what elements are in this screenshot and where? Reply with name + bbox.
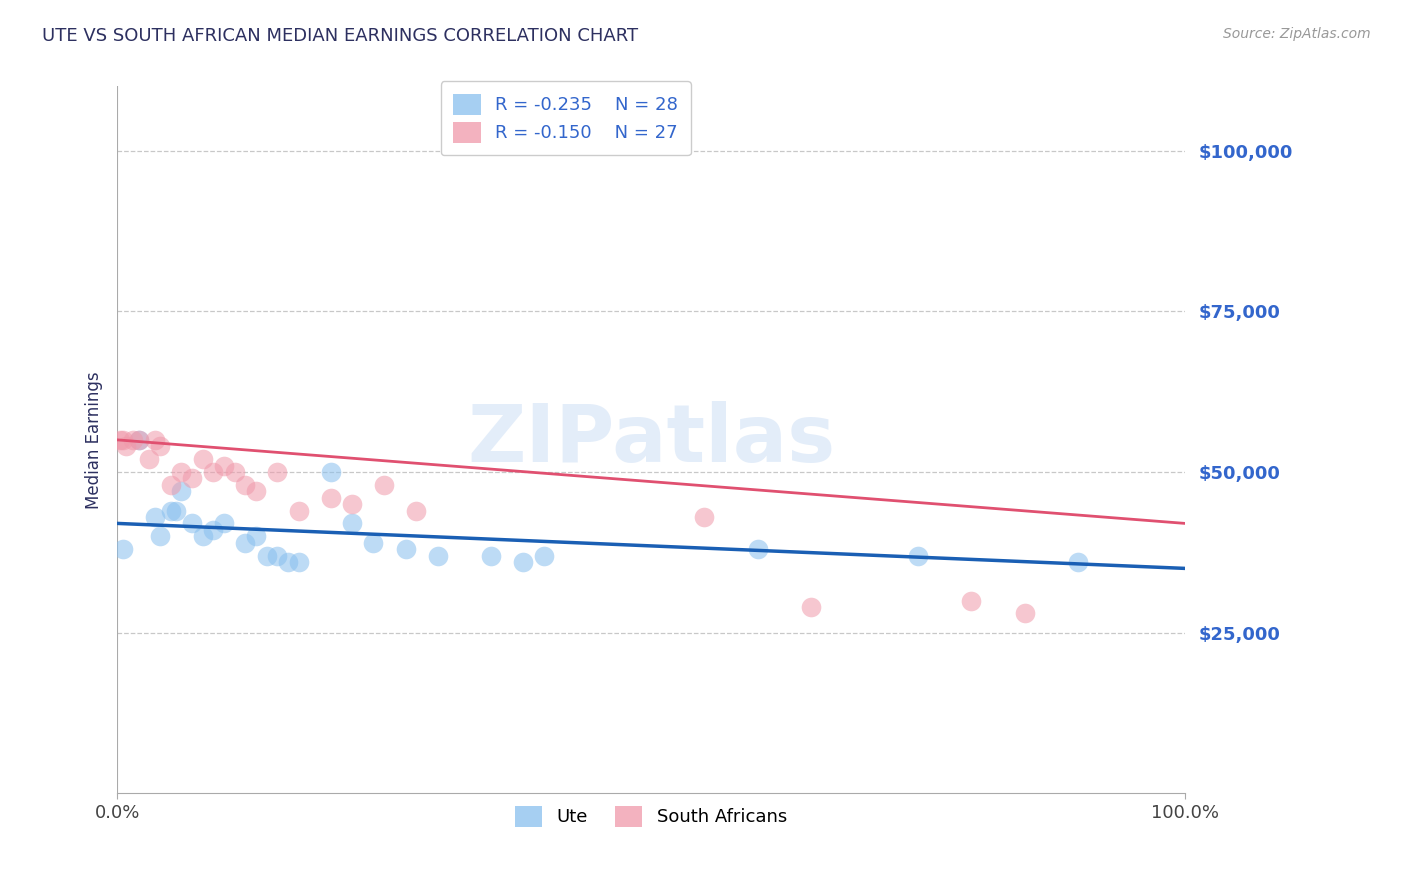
- Point: [143, 510, 166, 524]
- Point: [128, 433, 150, 447]
- Legend: Ute, South Africans: Ute, South Africans: [508, 798, 794, 834]
- Text: Source: ZipAtlas.com: Source: ZipAtlas.com: [1223, 27, 1371, 41]
- Point: [479, 549, 502, 563]
- Point: [181, 516, 204, 531]
- Point: [128, 433, 150, 447]
- Point: [266, 465, 288, 479]
- Point: [960, 593, 983, 607]
- Point: [110, 433, 132, 447]
- Point: [122, 433, 145, 447]
- Point: [233, 535, 256, 549]
- Point: [202, 523, 225, 537]
- Point: [245, 529, 267, 543]
- Point: [202, 465, 225, 479]
- Point: [143, 433, 166, 447]
- Point: [170, 465, 193, 479]
- Point: [170, 484, 193, 499]
- Point: [159, 478, 181, 492]
- Point: [149, 529, 172, 543]
- Point: [340, 497, 363, 511]
- Point: [111, 433, 134, 447]
- Y-axis label: Median Earnings: Median Earnings: [86, 371, 103, 508]
- Point: [512, 555, 534, 569]
- Point: [363, 535, 385, 549]
- Point: [426, 549, 449, 563]
- Point: [266, 549, 288, 563]
- Point: [340, 516, 363, 531]
- Point: [212, 458, 235, 473]
- Point: [138, 452, 160, 467]
- Point: [907, 549, 929, 563]
- Point: [287, 503, 309, 517]
- Point: [111, 542, 134, 557]
- Point: [277, 555, 299, 569]
- Point: [394, 542, 416, 557]
- Text: UTE VS SOUTH AFRICAN MEDIAN EARNINGS CORRELATION CHART: UTE VS SOUTH AFRICAN MEDIAN EARNINGS COR…: [42, 27, 638, 45]
- Point: [1067, 555, 1090, 569]
- Point: [747, 542, 769, 557]
- Text: ZIPatlas: ZIPatlas: [467, 401, 835, 479]
- Point: [149, 439, 172, 453]
- Point: [233, 478, 256, 492]
- Point: [319, 491, 342, 505]
- Point: [287, 555, 309, 569]
- Point: [256, 549, 278, 563]
- Point: [212, 516, 235, 531]
- Point: [533, 549, 555, 563]
- Point: [191, 529, 214, 543]
- Point: [181, 471, 204, 485]
- Point: [405, 503, 427, 517]
- Point: [800, 599, 823, 614]
- Point: [693, 510, 716, 524]
- Point: [319, 465, 342, 479]
- Point: [373, 478, 395, 492]
- Point: [224, 465, 246, 479]
- Point: [114, 439, 136, 453]
- Point: [165, 503, 187, 517]
- Point: [245, 484, 267, 499]
- Point: [191, 452, 214, 467]
- Point: [1014, 607, 1036, 621]
- Point: [159, 503, 181, 517]
